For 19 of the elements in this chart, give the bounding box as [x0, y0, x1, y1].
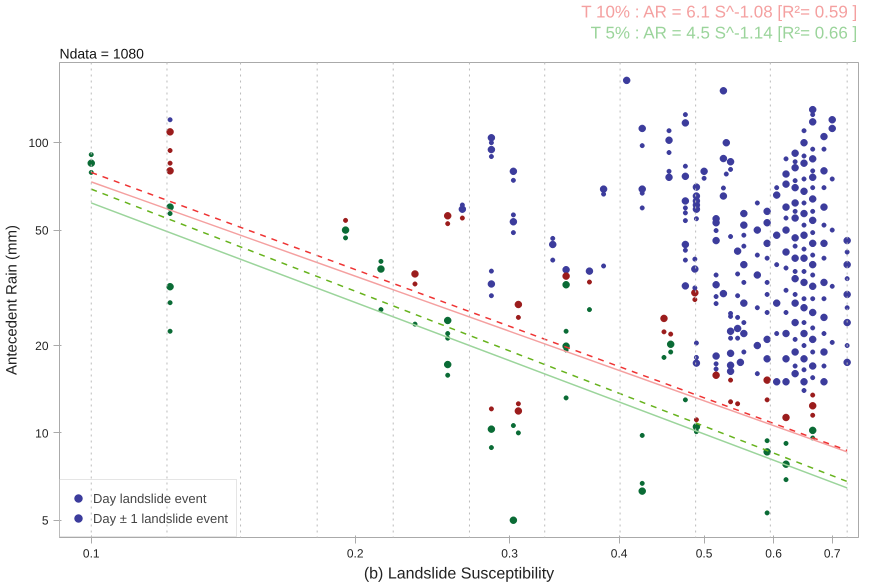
y-tick-label: 100: [28, 136, 49, 150]
legend-label: Day ± 1 landslide event: [93, 510, 228, 526]
y-tick-label: 50: [35, 224, 49, 238]
y-tick-label: 10: [35, 426, 49, 440]
x-tick-label: 0.4: [610, 546, 628, 560]
x-axis-title: (b) Landslide Susceptibility: [364, 566, 554, 582]
x-tick-label: 0.3: [501, 546, 518, 560]
y-tick-label: 20: [35, 339, 49, 354]
x-tick-label: 0.2: [346, 546, 364, 560]
x-tick-label: 0.1: [82, 546, 100, 560]
text: T 10% : AR = 6.1 S^-1.08 [R²= 0.59 ]: [581, 2, 858, 22]
y-axis-title: Antecedent Rain (mm): [3, 224, 20, 376]
legend-label: Day landslide event: [93, 490, 206, 506]
x-tick-label: 0.6: [765, 546, 782, 560]
x-tick-label: 0.5: [696, 546, 713, 560]
text: Ndata = 1080: [60, 46, 144, 62]
x-tick-label: 0.7: [824, 546, 841, 560]
y-tick-label: 5: [42, 514, 49, 528]
text: T 5% : AR = 4.5 S^-1.14 [R²= 0.66 ]: [590, 24, 858, 42]
